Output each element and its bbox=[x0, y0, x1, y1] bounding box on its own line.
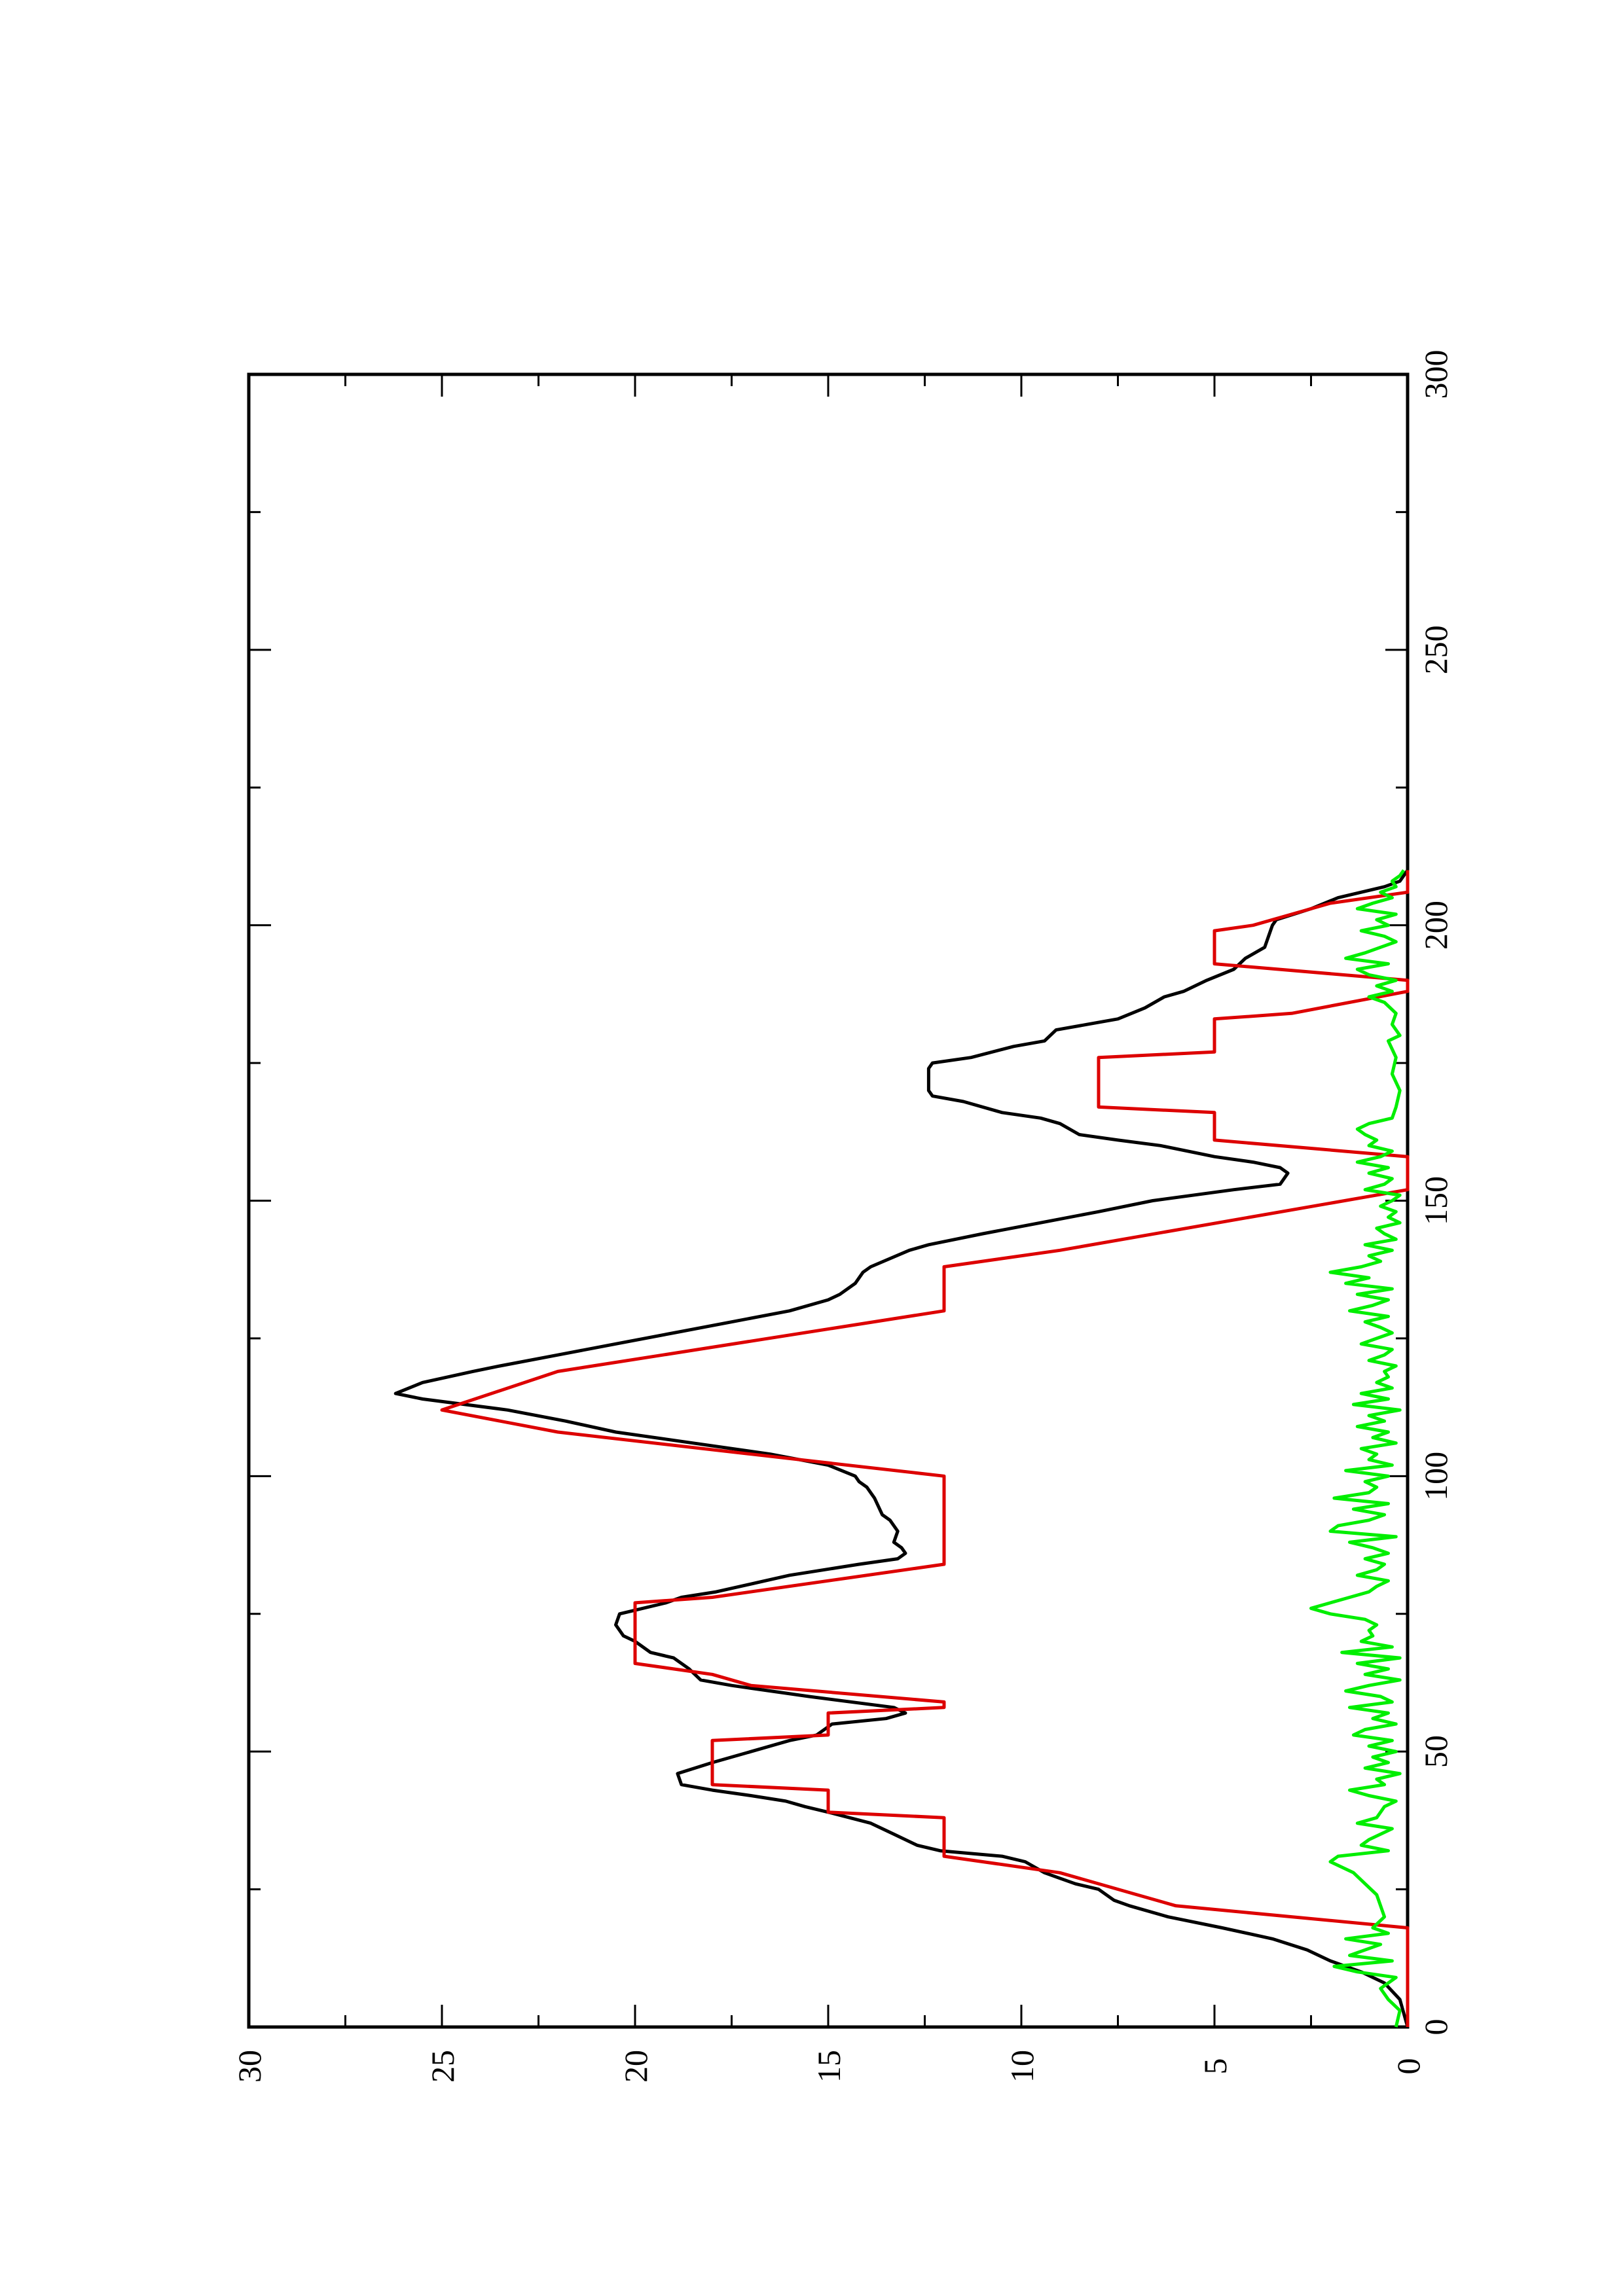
plot-frame bbox=[247, 372, 1410, 2029]
axis-ticks bbox=[247, 373, 1409, 2028]
x-tick-label: 200 bbox=[1417, 901, 1454, 950]
x-tick-label: 100 bbox=[1417, 1452, 1454, 1501]
x-tick-label: 300 bbox=[1417, 350, 1454, 399]
x-tick-label: 50 bbox=[1417, 1735, 1454, 1768]
series-layer bbox=[393, 869, 1410, 2028]
black-series-line bbox=[393, 869, 1410, 2028]
x-tick-label: 0 bbox=[1417, 2019, 1454, 2036]
y-tick-label: 10 bbox=[1004, 2050, 1040, 2083]
y-tick-label: 30 bbox=[231, 2050, 268, 2083]
y-tick-label: 20 bbox=[617, 2050, 654, 2083]
x-tick-label: 150 bbox=[1417, 1176, 1454, 1225]
axis-tick-labels: 0 50 100 150 200 250 300 0 5 10 15 20 25 30 bbox=[231, 350, 1454, 2083]
y-tick-label: 25 bbox=[424, 2050, 461, 2083]
y-tick-label: 15 bbox=[811, 2050, 847, 2083]
red-series-line bbox=[440, 870, 1410, 2027]
green-series-line bbox=[1309, 869, 1406, 2028]
x-tick-label: 250 bbox=[1417, 625, 1454, 674]
y-tick-label: 5 bbox=[1197, 2058, 1233, 2075]
y-tick-label: 0 bbox=[1390, 2058, 1427, 2075]
